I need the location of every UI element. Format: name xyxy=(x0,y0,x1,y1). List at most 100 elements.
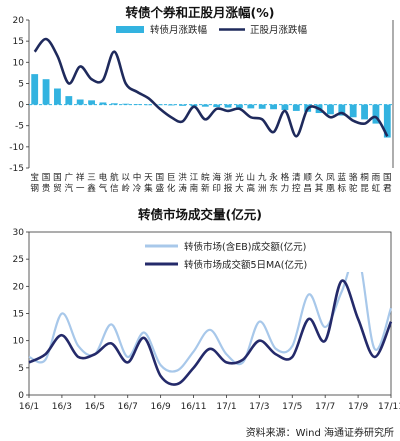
chart1-bar xyxy=(110,103,118,105)
chart2-x-tick-label: 17/11 xyxy=(378,402,400,412)
chart1-bar xyxy=(88,100,95,105)
chart1-title: 转债个券和正股月涨幅(%) xyxy=(125,5,275,20)
chart1-category-label: 控 xyxy=(292,182,301,194)
chart2-y-tick-label: 10 xyxy=(13,337,25,347)
chart1-category-label: 集 xyxy=(144,182,153,194)
chart1-category-label: 贵 xyxy=(42,182,51,194)
chart1-category-label: 永 xyxy=(269,171,278,183)
source-note: 资料来源：Wind 海通证券研究所 xyxy=(245,428,394,439)
chart1-category-label: 大 xyxy=(235,182,244,194)
chart2-y-tick-label: 20 xyxy=(13,282,25,292)
chart1-category-label: 钢 xyxy=(30,182,39,194)
chart1-category-label: 凤 xyxy=(326,172,335,183)
chart1-category-label: 国 xyxy=(383,172,392,183)
chart1-bar xyxy=(338,104,346,116)
chart2-x-tick-label: 16/3 xyxy=(52,402,72,412)
chart1-category-label: 君 xyxy=(383,183,392,194)
chart1-bar xyxy=(372,104,380,124)
chart1-bar xyxy=(281,104,289,111)
chart1-legend-label: 正股月涨跌幅 xyxy=(250,24,308,36)
chart2-title: 转债市场成交量(亿元) xyxy=(138,207,262,222)
chart1-category-label: 宝 xyxy=(30,171,39,183)
chart1-bar xyxy=(292,104,300,111)
chart1-legend-label: 转债月涨跌幅 xyxy=(150,24,208,36)
chart1-bar xyxy=(236,104,243,108)
chart1-category-label: 驼 xyxy=(349,182,358,194)
chart1-category-label: 高 xyxy=(247,182,256,194)
chart1-category-label: 江 xyxy=(190,172,199,183)
chart1-category-label: 虹 xyxy=(372,183,381,194)
chart1-category-label: 鑫 xyxy=(87,182,96,194)
chart1-category-label: 雨 xyxy=(372,172,381,183)
chart1-bar xyxy=(383,104,391,138)
chart1-category-label: 皖 xyxy=(201,171,210,183)
chart1-bar xyxy=(361,104,368,120)
chart1-category-label: 电 xyxy=(99,171,108,183)
chart2-legend-label: 转债市场(含EB)成交额(亿元) xyxy=(184,241,306,253)
chart1-category-label: 巨 xyxy=(167,172,176,183)
chart1-bar xyxy=(247,104,255,109)
chart1-category-label: 蓝 xyxy=(338,171,347,183)
chart1-bar xyxy=(179,104,186,106)
chart2-x-tick-label: 17/7 xyxy=(315,402,335,412)
chart1-category-label: 新 xyxy=(201,182,210,194)
chart1-category-label: 天 xyxy=(144,173,153,183)
chart2-y-tick-label: 5 xyxy=(18,364,24,374)
chart1-category-label: 一 xyxy=(76,184,85,194)
chart2-y-tick-label: 25 xyxy=(13,255,24,265)
chart1-bar xyxy=(42,79,50,105)
chart2-x-tick-label: 16/7 xyxy=(118,402,138,412)
chart1-category-label: 九 xyxy=(258,172,267,183)
chart1-category-label: 广 xyxy=(65,171,74,183)
chart1-category-label: 国 xyxy=(156,172,165,183)
chart2-y-tick-label: 15 xyxy=(13,310,24,320)
chart1-category-label: 久 xyxy=(315,171,324,183)
chart2-line-series-total xyxy=(28,253,393,373)
chart1-category-label: 国 xyxy=(53,172,62,183)
chart1-bar xyxy=(31,74,39,105)
chart1-category-label: 贸 xyxy=(53,182,62,194)
chart1-category-label: 报 xyxy=(224,183,233,194)
chart1-category-label: 清 xyxy=(292,171,301,183)
chart1-category-label: 航 xyxy=(110,171,119,183)
chart1-bar xyxy=(270,104,277,110)
chart1-category-label: 涛 xyxy=(178,182,187,194)
chart1-category-label: 力 xyxy=(281,182,290,194)
chart1-legend-swatch-bar xyxy=(116,26,144,33)
chart1-category-label: 凰 xyxy=(326,183,335,194)
chart1-bar xyxy=(65,96,73,105)
chart1-line-series xyxy=(33,37,389,138)
chart1-category-label: 印 xyxy=(212,182,221,194)
chart1-bar xyxy=(213,104,221,108)
chart1-category-label: 汽 xyxy=(65,182,74,194)
chart1-category-label: 冷 xyxy=(133,182,142,194)
chart1-bar xyxy=(145,104,152,106)
chart1-bar xyxy=(327,104,334,115)
chart1-category-label: 信 xyxy=(110,182,119,194)
chart1-category-label: 其 xyxy=(315,183,324,194)
chart1-category-label: 洲 xyxy=(258,184,267,194)
chart1-bar xyxy=(99,102,107,105)
chart2-legend-label: 转债市场成交额5日MA(亿元) xyxy=(184,259,307,271)
chart1-category-label: 中 xyxy=(133,171,142,183)
chart1-y-tick-label: 15 xyxy=(13,37,24,47)
chart1-category-label: 化 xyxy=(167,182,176,194)
chart1-bar xyxy=(54,88,61,105)
chart2-y-tick-label: 0 xyxy=(18,391,24,401)
chart1-category-label: 国 xyxy=(42,172,51,183)
chart1-bar xyxy=(224,104,232,108)
chart1-category-label: 祥 xyxy=(76,171,85,183)
chart1-category-label: 山 xyxy=(247,172,256,183)
chart1-category-label: 昆 xyxy=(360,183,369,194)
chart2-x-tick-label: 16/5 xyxy=(85,402,105,412)
chart2-y-tick-label: 30 xyxy=(13,228,25,238)
chart1-bar xyxy=(76,99,84,105)
chart1-category-label: 昌 xyxy=(303,183,312,194)
chart1-bar xyxy=(133,104,141,105)
chart1-svg: -15-10-505101520宝钢国贵国贸广汽祥一三鑫电气航信以岭中冷天集国盛… xyxy=(9,16,394,194)
chart1-category-label: 海 xyxy=(212,171,221,183)
chart2-x-tick-label: 16/11 xyxy=(181,402,207,412)
chart1-category-label: 东 xyxy=(269,182,278,194)
